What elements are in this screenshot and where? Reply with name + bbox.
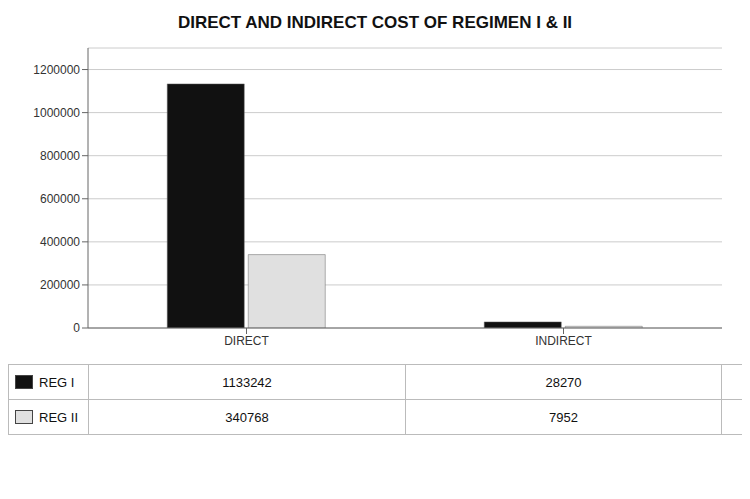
svg-text:800000: 800000 <box>40 149 80 163</box>
svg-text:INDIRECT: INDIRECT <box>535 334 592 348</box>
svg-text:0: 0 <box>73 321 80 335</box>
svg-text:1000000: 1000000 <box>33 106 80 120</box>
svg-text:400000: 400000 <box>40 235 80 249</box>
html-text:1133242: 1133242 <box>222 374 272 390</box>
html-text:7952: 7952 <box>549 409 578 425</box>
svg-text:1200000: 1200000 <box>33 63 80 77</box>
html-text:28270: 28270 <box>545 374 582 390</box>
svg-text:600000: 600000 <box>40 192 80 206</box>
html-text:REG I: REG I <box>39 374 75 390</box>
svg-text:DIRECT: DIRECT <box>224 334 269 348</box>
html-text:340768: 340768 <box>225 409 269 425</box>
html-text:REG II: REG II <box>39 409 78 425</box>
svg-text:200000: 200000 <box>40 278 80 292</box>
html-text:DIRECT AND INDIRECT COST OF RE: DIRECT AND INDIRECT COST OF REGIMEN I & … <box>177 13 573 32</box>
